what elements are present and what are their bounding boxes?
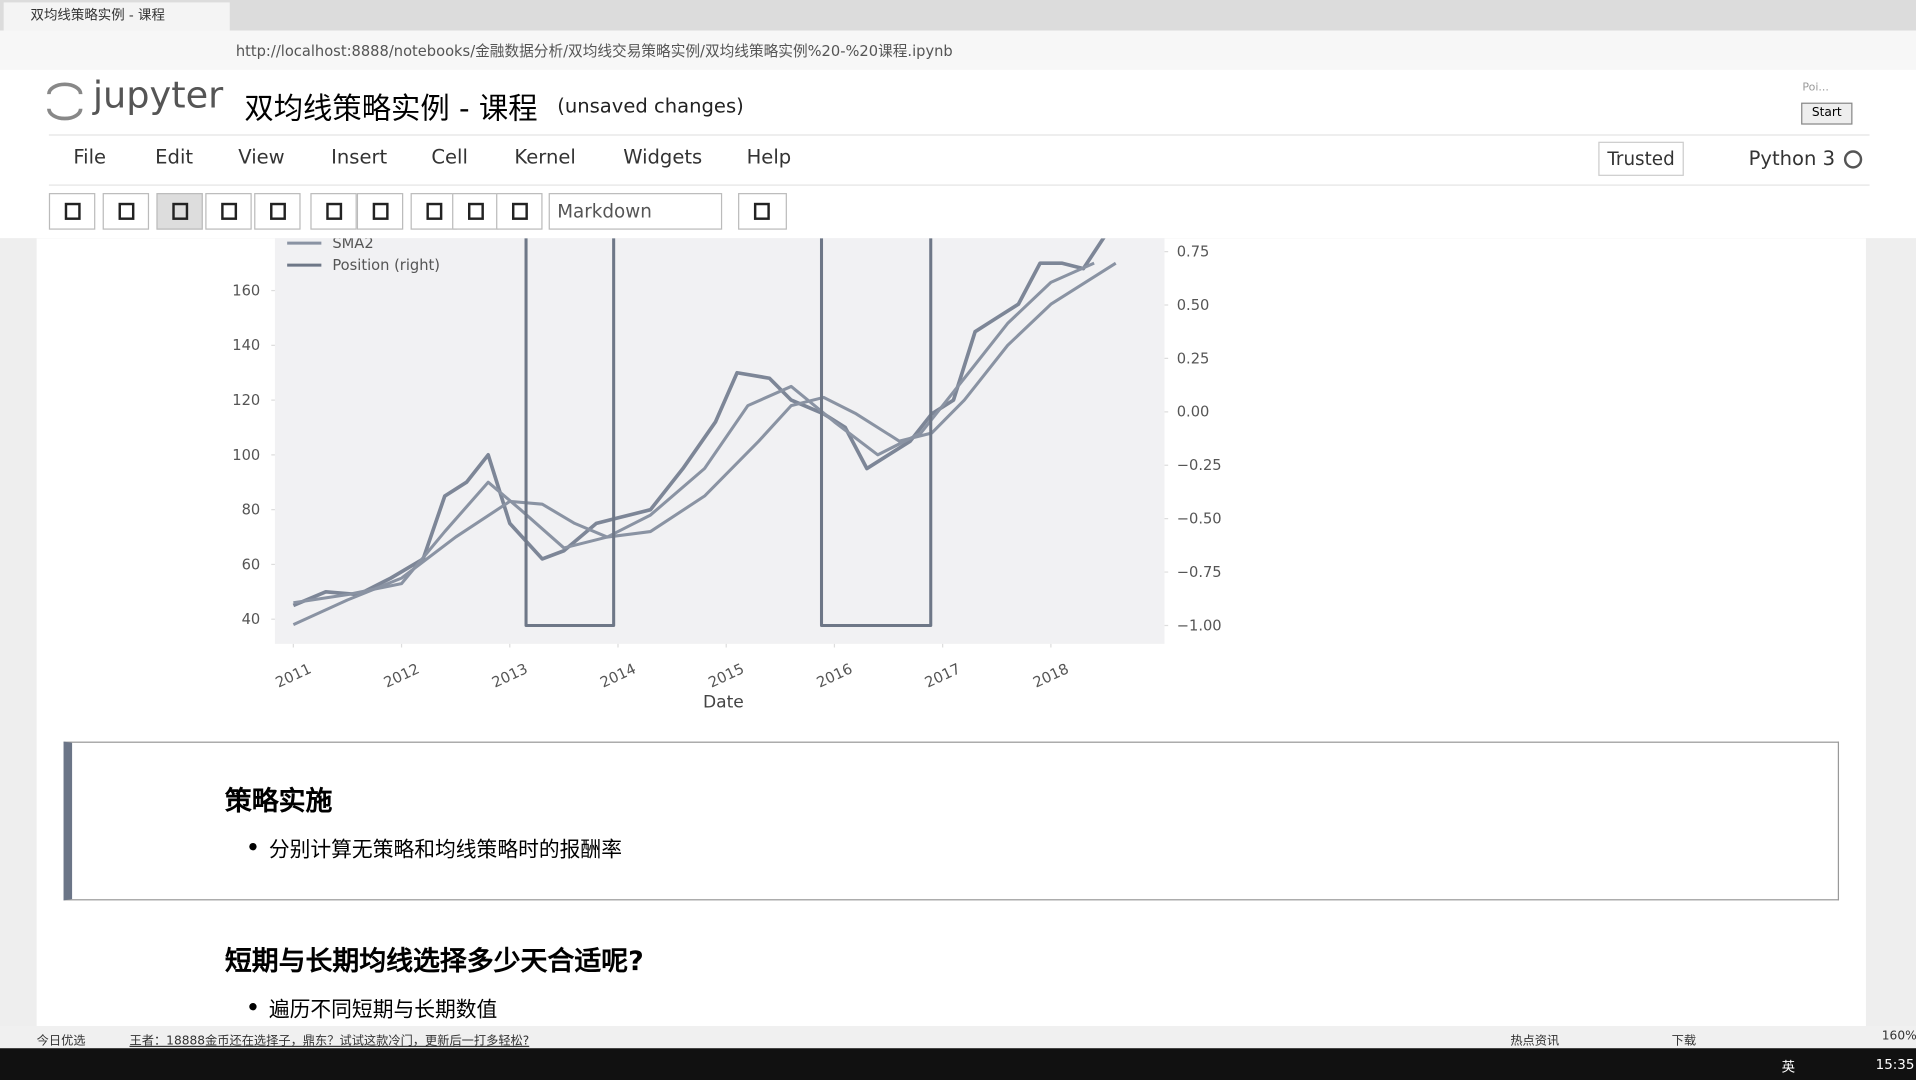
menu-item[interactable]: Insert	[331, 145, 388, 169]
series-line	[293, 261, 1095, 605]
y2-tick-label: −1.00	[1177, 617, 1222, 634]
kernel-name: Python 3	[1748, 146, 1836, 170]
series-line	[292, 261, 1117, 627]
notebook-area: 40 60 80 100 120 140 160 −1.00 −0.75 −0.50 −0.25 0.…	[0, 238, 1916, 1027]
status-news[interactable]: 王者：18888金币还在选择子，鼎东？试试这款冷门，更新后一打多轻松?	[129, 1034, 530, 1049]
bullet-dot	[249, 842, 257, 851]
y2-tick-label: 0.25	[1177, 350, 1210, 367]
x-tick-label: 2014	[598, 660, 639, 691]
toolbar-button[interactable]	[738, 193, 787, 230]
button-icon	[468, 202, 484, 220]
y-tick-label: 60	[242, 556, 261, 573]
address-bar: http://localhost:8888/notebooks/金融数据分析/双…	[0, 30, 1916, 71]
trusted-indicator[interactable]: Trusted	[1598, 141, 1684, 176]
cell-type-select[interactable]: Markdown	[548, 193, 723, 230]
chart: 40 60 80 100 120 140 160 −1.00 −0.75 −0.50 −0.25 0.…	[232, 238, 1222, 712]
y-tick-label: 160	[232, 282, 260, 299]
logo-icon	[47, 82, 83, 121]
menu-item[interactable]: Cell	[431, 145, 468, 169]
y2-tick-label: 0.75	[1177, 243, 1210, 260]
button-icon	[64, 202, 81, 220]
x-tick-label: 2015	[706, 660, 747, 691]
clock[interactable]: 15:35	[1875, 1056, 1915, 1073]
x-tick-label: 2011	[273, 660, 314, 691]
toolbar-button[interactable]	[452, 193, 499, 230]
toolbar-button[interactable]	[254, 193, 301, 230]
x-tick-label: 2013	[489, 660, 530, 691]
y2-tick-label: −0.75	[1177, 564, 1222, 581]
save-status: (unsaved changes)	[557, 94, 744, 118]
button-icon	[172, 202, 189, 220]
button-icon	[221, 202, 238, 220]
markdown-bullet: 分别计算无策略和均线策略时的报酬率	[268, 838, 622, 863]
y-tick-label: 100	[232, 447, 260, 464]
toolbar-button[interactable]	[48, 193, 96, 230]
bullet-dot	[249, 1003, 257, 1011]
selected-cell[interactable]	[63, 741, 1840, 901]
y2-tick-label: −0.25	[1177, 457, 1222, 474]
series-line	[524, 238, 933, 628]
toolbar-button[interactable]	[410, 193, 458, 230]
status-download[interactable]: 下载	[1671, 1034, 1697, 1049]
y-tick-label: 40	[242, 611, 261, 628]
toolbar-button[interactable]	[356, 193, 404, 230]
button-icon	[118, 202, 135, 220]
status-hot[interactable]: 热点资讯	[1510, 1034, 1560, 1049]
status-left[interactable]: 今日优选	[36, 1034, 86, 1049]
y-tick-label: 80	[242, 502, 261, 519]
toolbar-button[interactable]	[205, 193, 252, 230]
start-button[interactable]: Start	[1801, 102, 1853, 125]
toolbar-button[interactable]	[102, 193, 150, 230]
y2-tick-label: 0.50	[1177, 297, 1210, 314]
kernel-indicator	[1843, 150, 1863, 169]
button-icon	[270, 202, 286, 220]
button-icon	[426, 202, 443, 220]
tab-bar: 双均线策略实例 - 课程	[0, 0, 1916, 31]
menubar	[48, 134, 1870, 186]
x-tick-label: 2012	[381, 660, 422, 691]
button-icon	[753, 202, 770, 220]
button-icon	[326, 202, 343, 220]
toolbar-button[interactable]	[496, 193, 543, 230]
widget-label: Poi...	[1802, 81, 1829, 95]
menu-item[interactable]: Help	[746, 145, 792, 169]
tab[interactable]: 双均线策略实例 - 课程	[3, 2, 230, 31]
url[interactable]: http://localhost:8888/notebooks/金融数据分析/双…	[235, 42, 953, 60]
menu-item[interactable]: Edit	[155, 145, 194, 169]
button-icon	[372, 202, 389, 220]
menu-item[interactable]: Kernel	[514, 145, 576, 169]
logo-text[interactable]: jupyter	[92, 74, 224, 118]
notebook-title[interactable]: 双均线策略实例 - 课程	[244, 91, 538, 126]
series-line	[292, 238, 1106, 608]
menu-item[interactable]: View	[238, 145, 285, 169]
x-tick-label: 2017	[922, 660, 963, 691]
taskbar: 英 15:35	[0, 1048, 1916, 1080]
button-icon	[511, 202, 528, 220]
y-tick-label: 120	[232, 392, 260, 409]
y2-tick-label: 0.00	[1177, 404, 1210, 421]
menu-item[interactable]: Widgets	[623, 145, 703, 169]
ime[interactable]: 英	[1781, 1059, 1796, 1076]
toolbar-button[interactable]	[310, 193, 357, 230]
markdown-heading: 短期与长期均线选择多少天合适呢?	[224, 946, 644, 978]
x-axis-label: Date	[703, 692, 744, 712]
markdown-heading: 策略实施	[224, 786, 333, 818]
y2-tick-label: −0.50	[1177, 511, 1222, 528]
x-tick-label: 2018	[1031, 660, 1072, 691]
legend-label: Position (right)	[332, 257, 440, 274]
menu-item[interactable]: File	[73, 145, 107, 169]
x-tick-label: 2016	[814, 660, 855, 691]
status-zoom[interactable]: 160%	[1881, 1029, 1916, 1044]
status-bar: 今日优选 王者：18888金币还在选择子，鼎东？试试这款冷门，更新后一打多轻松?…	[0, 1026, 1916, 1049]
y-tick-label: 140	[232, 337, 260, 354]
markdown-bullet: 遍历不同短期与长期数值	[268, 998, 498, 1023]
legend-label: SMA2	[332, 238, 373, 252]
toolbar-button[interactable]	[156, 193, 203, 230]
